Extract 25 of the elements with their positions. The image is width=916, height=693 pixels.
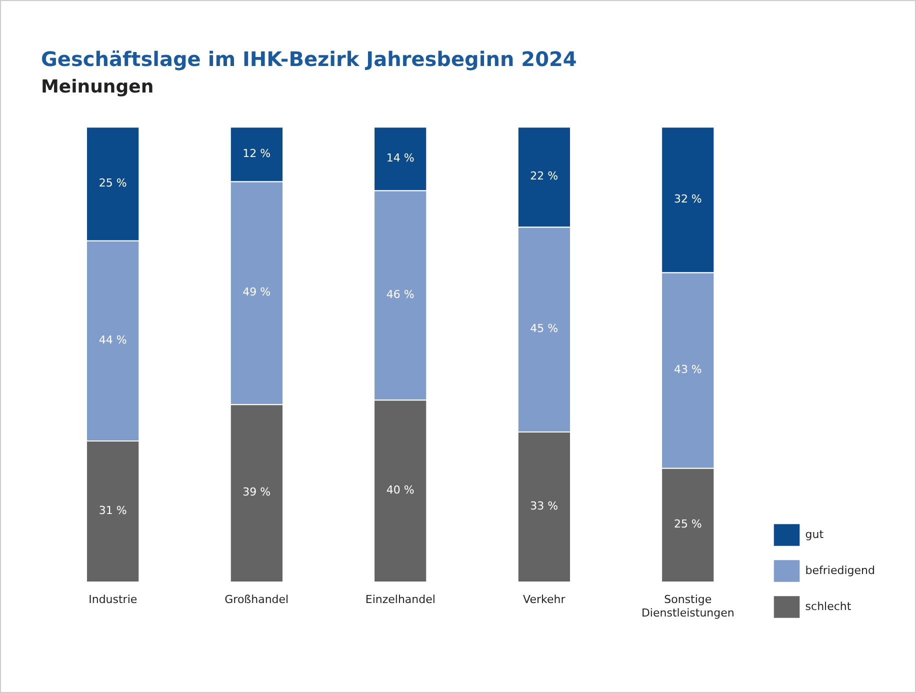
x-tick-label: Einzelhandel <box>365 593 436 606</box>
x-tick-label: Großhandel <box>224 593 289 606</box>
data-label: 46 % <box>386 288 414 301</box>
legend-label: schlecht <box>805 600 852 613</box>
data-label: 45 % <box>530 322 558 335</box>
data-label: 12 % <box>242 146 271 160</box>
x-tick-label: Industrie <box>88 593 138 606</box>
x-tick-label: Sonstige Dienstleistungen <box>641 593 734 620</box>
data-label: 25 % <box>674 518 702 531</box>
legend-label: gut <box>805 528 824 541</box>
x-tick-label: Verkehr <box>523 593 566 606</box>
data-label: 22 % <box>530 170 558 183</box>
data-label: 43 % <box>674 362 702 376</box>
data-label: 39 % <box>242 486 271 499</box>
data-label: 49 % <box>242 286 271 299</box>
legend-label: befriedigend <box>805 564 876 577</box>
data-label: 14 % <box>386 151 414 164</box>
data-label: 25 % <box>98 176 127 190</box>
data-label: 40 % <box>386 483 414 496</box>
chart-subtitle: Meinungen <box>41 76 154 98</box>
data-label: 44 % <box>98 333 127 346</box>
data-label: 32 % <box>674 192 702 206</box>
chart-title: Geschäftslage im IHK-Bezirk Jahresbeginn 2024 <box>41 47 577 72</box>
data-label: 31 % <box>98 504 127 517</box>
data-label: 33 % <box>530 499 558 512</box>
